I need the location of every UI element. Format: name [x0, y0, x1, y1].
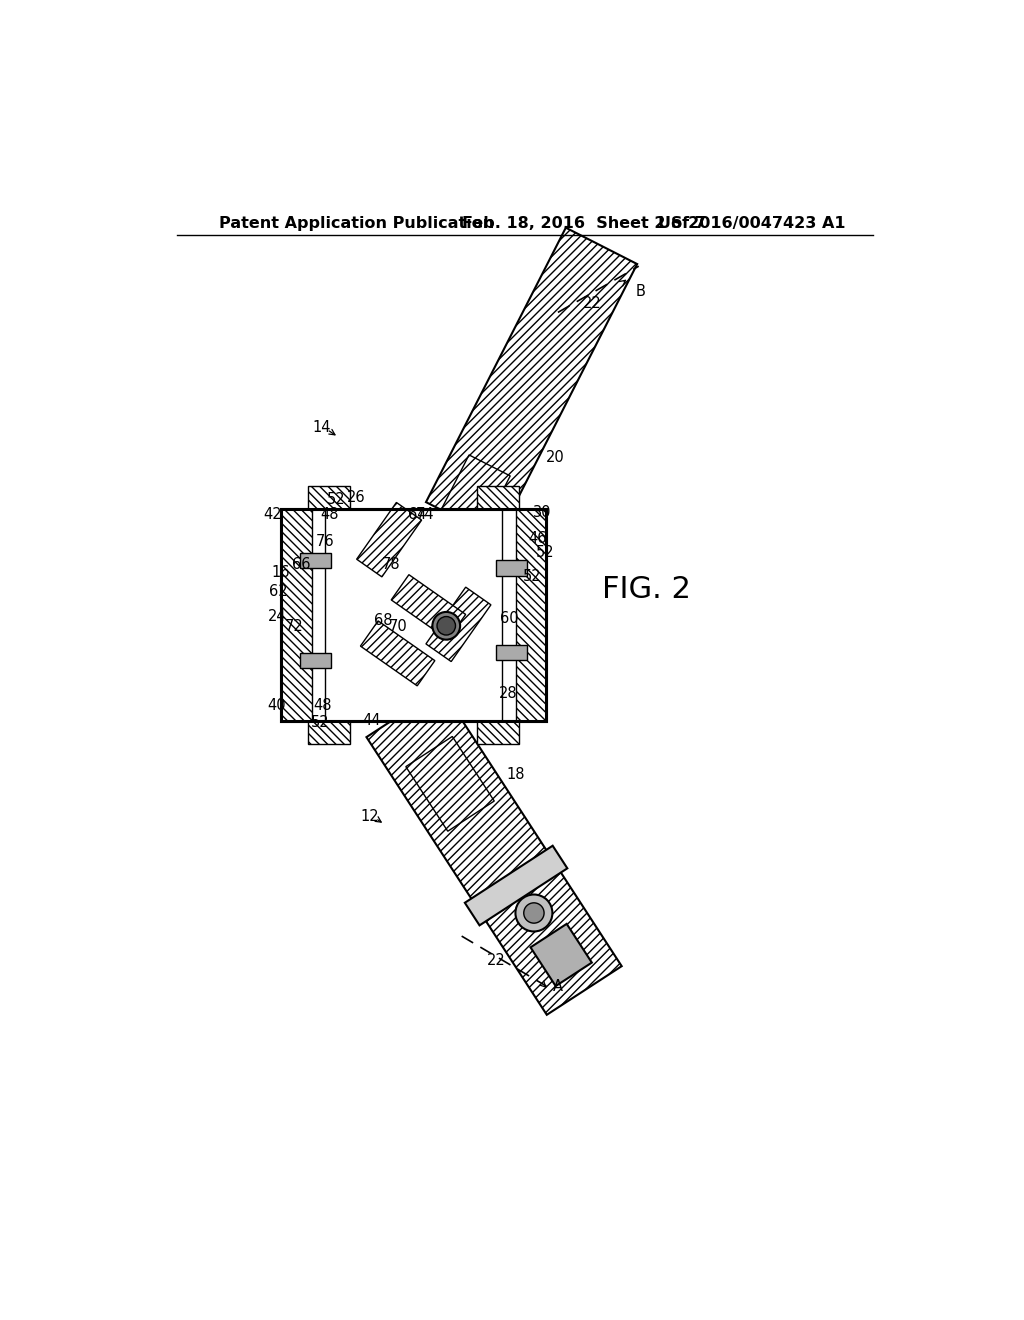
Polygon shape [367, 689, 622, 1015]
Polygon shape [530, 924, 592, 986]
Text: 60: 60 [500, 611, 519, 627]
Text: 24: 24 [267, 609, 286, 624]
Text: 66: 66 [292, 557, 310, 572]
Text: 42: 42 [264, 507, 283, 521]
Text: 52: 52 [523, 569, 542, 583]
Bar [477, 486, 519, 508]
Bar [300, 653, 331, 668]
Polygon shape [426, 227, 637, 539]
Text: 16: 16 [271, 565, 290, 581]
Text: 62: 62 [269, 585, 288, 599]
Text: 22: 22 [487, 953, 506, 969]
Text: 22: 22 [584, 296, 602, 310]
Bar [281, 508, 547, 721]
Text: 14: 14 [312, 420, 331, 436]
Text: 30: 30 [534, 506, 552, 520]
Text: US 2016/0047423 A1: US 2016/0047423 A1 [658, 216, 846, 231]
Text: 18: 18 [506, 767, 525, 781]
Text: 78: 78 [382, 557, 400, 572]
Text: 74: 74 [416, 507, 435, 523]
Text: 48: 48 [319, 507, 339, 521]
Text: 76: 76 [315, 533, 334, 549]
Text: 12: 12 [360, 809, 379, 824]
Text: 48: 48 [313, 697, 333, 713]
Text: FIG. 2: FIG. 2 [602, 576, 691, 605]
Text: Feb. 18, 2016  Sheet 2 of 7: Feb. 18, 2016 Sheet 2 of 7 [462, 216, 706, 231]
Circle shape [437, 616, 456, 635]
Text: 40: 40 [267, 697, 286, 713]
Text: 26: 26 [347, 490, 366, 504]
Polygon shape [360, 620, 435, 686]
Bar [300, 553, 331, 568]
Text: 52: 52 [536, 545, 554, 560]
Bar [307, 721, 350, 743]
Circle shape [432, 612, 460, 640]
Bar [497, 645, 527, 660]
Text: 72: 72 [286, 619, 304, 634]
Bar [307, 486, 350, 508]
Bar [281, 508, 311, 721]
Text: 20: 20 [546, 450, 565, 465]
Polygon shape [426, 587, 490, 661]
Text: 52: 52 [327, 492, 345, 507]
Text: 52: 52 [310, 714, 330, 730]
Text: Patent Application Publication: Patent Application Publication [219, 216, 495, 231]
Polygon shape [465, 846, 567, 925]
Circle shape [515, 895, 552, 932]
Polygon shape [391, 574, 466, 640]
Polygon shape [406, 737, 495, 832]
Text: 68: 68 [374, 612, 392, 628]
Text: 70: 70 [389, 619, 408, 634]
Text: 64: 64 [408, 507, 426, 523]
Polygon shape [356, 503, 422, 577]
Circle shape [523, 903, 544, 923]
Bar [477, 721, 519, 743]
Text: 46: 46 [527, 531, 547, 545]
Bar [281, 508, 547, 721]
Bar [515, 508, 547, 721]
Bar [497, 560, 527, 576]
Text: B: B [635, 284, 645, 300]
Text: 44: 44 [362, 713, 381, 729]
Polygon shape [441, 455, 510, 531]
Text: 28: 28 [499, 686, 517, 701]
Text: A: A [553, 978, 563, 994]
